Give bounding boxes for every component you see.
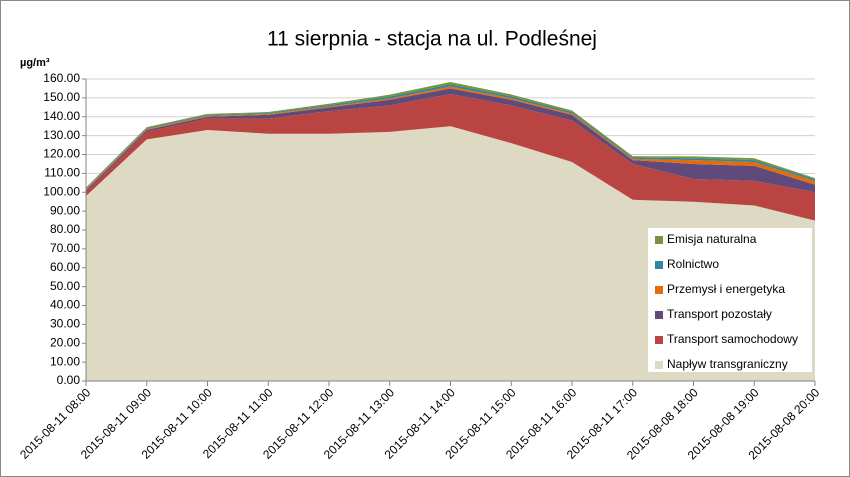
- legend-label: Przemysł i energetyka: [667, 282, 785, 296]
- y-tick-label: 0.00: [57, 373, 81, 387]
- y-tick-label: 140.00: [43, 109, 80, 123]
- legend-label: Transport pozostały: [667, 307, 772, 321]
- legend: Emisja naturalna Rolnictwo Przemysł i ener…: [648, 228, 812, 372]
- area: [86, 126, 815, 381]
- legend-swatch: [655, 261, 663, 269]
- y-tick-label: 10.00: [50, 354, 80, 368]
- y-tick-label: 60.00: [50, 260, 80, 274]
- legend-label: Transport samochodowy: [667, 332, 798, 346]
- legend-swatch: [655, 361, 663, 369]
- y-tick-label: 130.00: [43, 128, 80, 142]
- y-tick-label: 70.00: [50, 241, 80, 255]
- y-tick-label: 20.00: [50, 335, 80, 349]
- y-tick-label: 40.00: [50, 298, 80, 312]
- y-tick-label: 150.00: [43, 90, 80, 104]
- y-tick-label: 160.00: [43, 71, 80, 85]
- y-tick-label: 90.00: [50, 203, 80, 217]
- legend-swatch: [655, 311, 663, 319]
- y-tick-label: 30.00: [50, 317, 80, 331]
- y-tick-label: 110.00: [44, 166, 80, 180]
- chart-title: 11 sierpnia - stacja na ul. Podleśnej: [267, 28, 597, 51]
- y-tick-label: 80.00: [50, 222, 80, 236]
- legend-swatch: [655, 336, 663, 344]
- y-axis-label: µg/m³: [20, 57, 50, 69]
- y-tick-label: 120.00: [43, 147, 80, 161]
- area: [86, 94, 815, 221]
- legend-label: Emisja naturalna: [667, 232, 757, 246]
- legend-label: Napływ transgraniczny: [667, 357, 788, 371]
- legend-label: Rolnictwo: [667, 257, 719, 271]
- legend-box: [648, 228, 812, 372]
- legend-swatch: [655, 286, 663, 294]
- legend-swatch: [655, 236, 663, 244]
- y-tick-label: 100.00: [43, 184, 80, 198]
- y-tick-label: 50.00: [50, 279, 80, 293]
